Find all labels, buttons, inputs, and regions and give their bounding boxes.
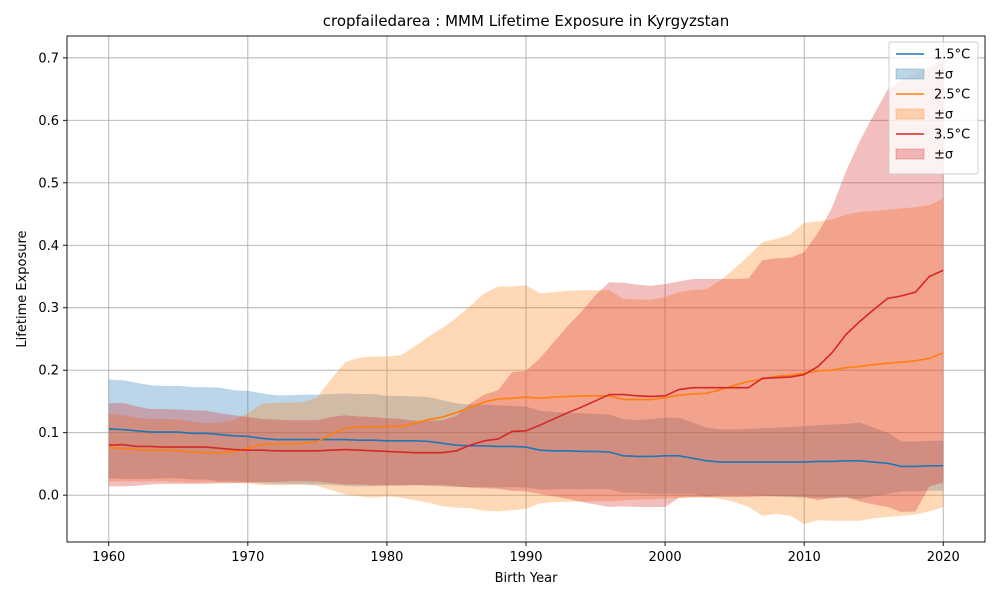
x-tick-label: 1970 [231,550,264,565]
y-tick-label: 0.3 [38,301,59,316]
series-line-3 [108,269,944,454]
x-tick-label: 2000 [649,550,682,565]
bands [108,57,944,524]
chart-title: cropfailedarea : MMM Lifetime Exposure i… [323,12,730,30]
y-tick-label: 0.1 [38,426,59,441]
y-axis: 0.0 0.1 0.2 0.3 0.4 0.5 0.6 0.7 [38,51,67,504]
y-tick-label: 0.0 [38,489,59,504]
lines [108,269,944,468]
legend-label: 1.5°C [934,48,970,63]
y-tick-label: 0.7 [38,51,59,66]
x-tick-label: 2020 [927,550,960,565]
y-tick-label: 0.2 [38,364,59,379]
legend-box [888,41,979,175]
y-axis-label: Lifetime Exposure [15,230,30,347]
legend-band-label: ±σ [934,108,953,123]
legend-band-label: ±σ [934,148,953,163]
x-axis-label: Birth Year [495,571,559,586]
legend: 1.5°C ±σ 2.5°C ±σ 3.5°C ±σ [888,41,979,175]
legend-band-swatch [895,148,925,160]
y-tick-label: 0.6 [38,114,59,129]
band-1 [108,379,944,499]
legend-band-swatch [895,108,925,120]
legend-label: 2.5°C [934,88,970,103]
legend-label: 3.5°C [934,128,970,143]
series-line-1 [108,428,944,468]
band-3 [108,57,944,513]
legend-band-label: ±σ [934,68,953,83]
x-tick-label: 1980 [370,550,403,565]
x-tick-label: 1990 [509,550,542,565]
x-axis: 1960 1970 1980 1990 2000 2010 2020 [92,542,960,565]
x-tick-label: 2010 [788,550,821,565]
y-tick-label: 0.4 [38,239,59,254]
band-2 [108,198,944,524]
x-tick-label: 1960 [92,550,125,565]
y-tick-label: 0.5 [38,176,59,191]
series-line-2 [108,351,944,454]
legend-band-swatch [895,68,925,80]
